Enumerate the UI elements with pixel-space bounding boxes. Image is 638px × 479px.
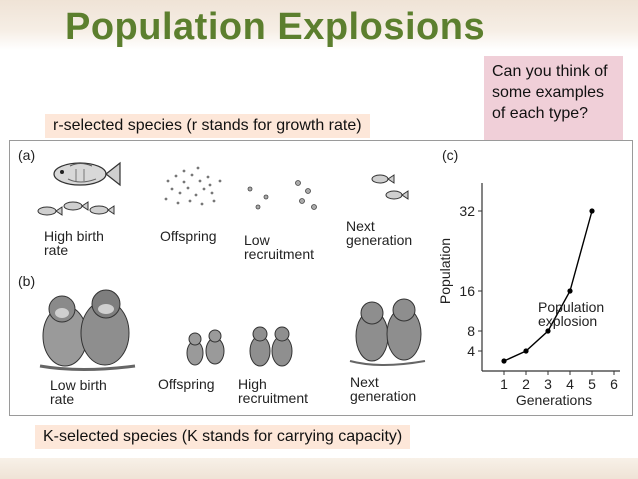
y-tick-label: 4: [467, 343, 475, 359]
x-tick-label: 2: [522, 376, 530, 392]
data-point: [567, 288, 573, 294]
series-line: [503, 210, 593, 362]
y-tick-label: 8: [467, 323, 475, 339]
eggs-cloud-icon: [164, 166, 222, 206]
data-point: [501, 358, 507, 364]
caption-low-birth-rate: Low birth rate: [50, 377, 107, 407]
data-point: [523, 348, 529, 354]
next-gen-monkeys-icon: [349, 298, 426, 366]
fry-icon: [247, 180, 317, 210]
juvenile-monkeys-icon: [249, 326, 293, 367]
adult-monkeys-icon: [39, 289, 136, 371]
slide-title: Population Explosions: [65, 6, 486, 48]
caption-offspring-b: Offspring: [158, 376, 215, 392]
k-selected-label: K-selected species (K stands for carryin…: [35, 425, 411, 449]
data-point: [589, 208, 595, 214]
bottom-decor-band: [0, 458, 638, 479]
figure-illustrations: [37, 161, 426, 371]
y-tick-label: 16: [459, 283, 475, 299]
figure-panel: (a): [9, 140, 633, 416]
x-tick-label: 1: [500, 376, 508, 392]
caption-high-birth-rate: High birth rate: [44, 228, 104, 258]
x-tick-label: 6: [610, 376, 618, 392]
caption-next-generation-a: Next generation: [346, 218, 413, 248]
panel-b-letter: (b): [18, 273, 36, 289]
x-tick-label: 5: [588, 376, 596, 392]
caption-next-generation-b: Next generation: [350, 374, 417, 404]
panel-a-letter: (a): [18, 147, 36, 163]
annotation-line: explosion: [538, 313, 597, 329]
y-axis-label: Population: [437, 238, 453, 304]
caption-offspring-a: Offspring: [160, 228, 217, 244]
caption-high-recruitment: High recruitment: [238, 376, 309, 406]
annotation-line: Population: [538, 299, 604, 315]
panel-c-letter: (c): [442, 147, 459, 163]
next-gen-fish-icon: [371, 174, 409, 200]
fish-icon: [53, 161, 121, 187]
x-axis-label: Generations: [516, 392, 592, 408]
top-decor-band: [0, 0, 638, 50]
infant-monkeys-icon: [186, 329, 225, 366]
data-point: [545, 328, 551, 334]
y-tick-label: 32: [459, 203, 475, 219]
r-selected-label: r-selected species (r stands for growth …: [45, 114, 370, 138]
x-tick-label: 4: [566, 376, 574, 392]
small-fish-icon: [37, 201, 115, 216]
x-tick-label: 3: [544, 376, 552, 392]
caption-low-recruitment: Low recruitment: [244, 232, 315, 262]
